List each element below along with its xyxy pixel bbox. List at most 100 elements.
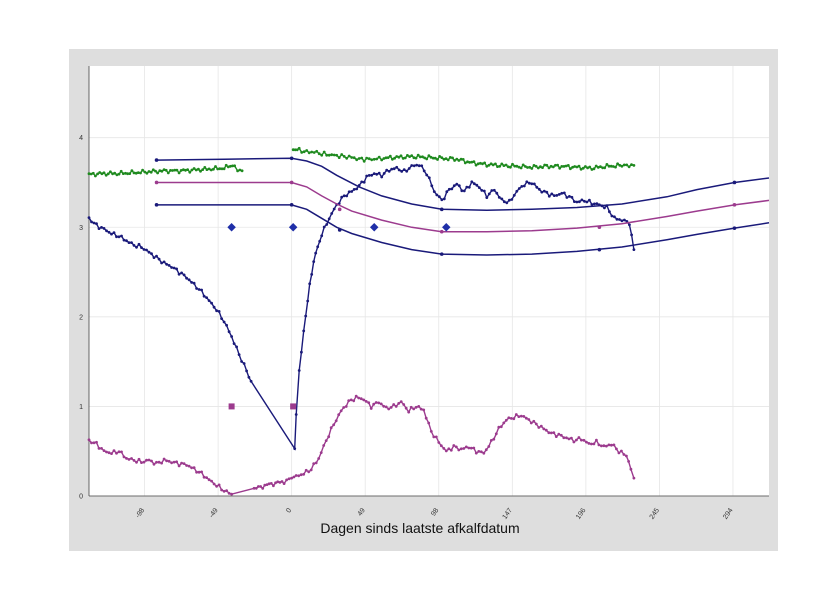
data-point <box>412 156 416 160</box>
data-point <box>545 163 549 167</box>
data-point <box>382 404 386 408</box>
data-point <box>96 172 99 176</box>
data-point <box>416 153 420 157</box>
data-point <box>442 447 446 450</box>
data-point <box>449 448 453 452</box>
data-point <box>318 239 322 243</box>
data-point <box>154 158 159 162</box>
data-point <box>562 165 566 168</box>
data-point <box>410 154 414 157</box>
data-point <box>92 441 96 445</box>
data-point <box>412 407 416 411</box>
data-point <box>432 435 436 439</box>
data-point <box>360 156 364 160</box>
data-point <box>532 164 536 167</box>
data-point <box>632 164 636 167</box>
data-point <box>452 184 456 188</box>
data-point <box>602 444 606 448</box>
series-navy-daily <box>87 163 636 451</box>
data-point <box>310 273 314 276</box>
data-point <box>185 464 188 467</box>
data-point <box>297 146 301 150</box>
data-point <box>496 165 499 168</box>
data-point <box>249 379 253 383</box>
data-point <box>112 231 116 235</box>
data-point <box>472 160 476 163</box>
data-point <box>593 202 596 206</box>
data-point <box>472 446 476 450</box>
data-point <box>263 483 267 487</box>
data-point <box>139 171 142 175</box>
data-point <box>612 443 616 447</box>
data-point <box>360 180 364 184</box>
data-point <box>367 157 371 161</box>
data-point <box>220 167 224 171</box>
data-point <box>312 260 316 263</box>
data-point <box>322 225 326 229</box>
data-point <box>292 475 296 479</box>
data-point <box>276 480 280 484</box>
data-point <box>482 451 486 455</box>
axes <box>88 66 769 497</box>
data-point <box>98 171 102 174</box>
data-point <box>447 447 451 451</box>
data-point <box>377 171 381 175</box>
data-point <box>160 461 163 465</box>
data-point <box>259 485 262 488</box>
y-tick-label: 2 <box>79 314 83 321</box>
data-point <box>407 167 411 170</box>
data-point <box>467 185 471 189</box>
data-point <box>580 438 583 442</box>
data-point <box>401 157 405 160</box>
data-point <box>615 447 618 451</box>
data-point <box>179 169 183 172</box>
data-point <box>610 443 613 447</box>
data-point <box>120 234 123 238</box>
data-point <box>127 241 131 245</box>
data-point <box>105 450 108 454</box>
data-point <box>307 151 311 155</box>
data-point <box>164 168 168 172</box>
data-point <box>217 483 221 487</box>
data-point <box>547 194 551 198</box>
data-point <box>194 168 198 172</box>
data-point <box>455 157 459 161</box>
data-point <box>187 464 191 468</box>
data-point <box>592 167 596 171</box>
data-point <box>165 459 168 463</box>
data-point <box>197 470 201 474</box>
data-point <box>568 195 571 198</box>
data-point <box>588 198 591 202</box>
data-point <box>352 156 356 160</box>
data-point <box>552 431 556 434</box>
data-point <box>537 426 541 429</box>
data-point <box>603 166 607 170</box>
data-point <box>317 457 321 460</box>
data-point <box>166 171 170 175</box>
data-point <box>547 166 551 170</box>
data-point <box>560 165 564 168</box>
data-point <box>385 168 389 172</box>
data-point <box>567 437 571 441</box>
data-point <box>314 461 318 465</box>
data-point <box>102 171 106 175</box>
data-point <box>110 232 113 236</box>
data-point <box>112 449 116 452</box>
data-point <box>522 415 526 418</box>
data-point <box>293 148 297 152</box>
data-point <box>222 320 226 324</box>
data-point <box>177 464 181 468</box>
data-point <box>437 441 441 444</box>
data-point <box>210 301 214 305</box>
data-point <box>540 190 544 194</box>
data-point <box>409 405 413 409</box>
data-point <box>380 158 384 162</box>
data-point <box>532 182 536 186</box>
data-point <box>600 444 603 448</box>
data-point <box>423 156 426 160</box>
series-purple-square-points <box>228 403 297 410</box>
data-point <box>570 436 573 440</box>
data-point <box>224 163 228 167</box>
data-point <box>560 191 564 195</box>
data-point <box>557 193 561 196</box>
